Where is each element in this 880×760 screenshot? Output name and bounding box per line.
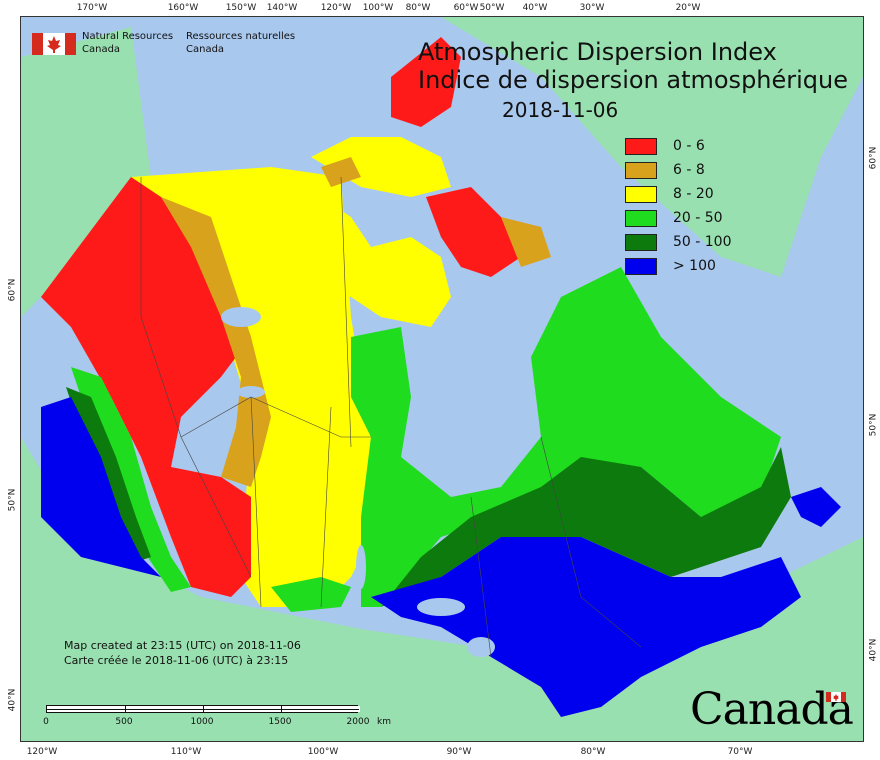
legend-item: 20 - 50 [625,206,732,230]
tick-top: 80°W [405,3,431,13]
prairie-green-patch [271,577,351,612]
scale-unit: km [377,717,391,727]
legend-label: > 100 [673,258,716,274]
tick-bottom: 110°W [170,747,202,757]
tick-top: 60°W [453,3,479,13]
legend-item: > 100 [625,254,732,278]
legend-label: 6 - 8 [673,162,705,178]
baffin-red [426,187,521,277]
legend-swatch [625,257,657,275]
tick-bottom: 100°W [307,747,339,757]
agency-fr-line1: Ressources naturelles [186,31,296,42]
region-20-50-east [351,267,781,607]
legend: 0 - 6 6 - 8 8 - 20 20 - 50 50 - 100 > 100 [625,134,732,278]
legend-swatch [625,233,657,251]
agency-name-en: Natural Resources Canada [82,30,173,56]
hudson-bay [391,317,541,487]
lake-winnipeg [356,545,366,589]
agency-en-line1: Natural Resources [82,31,174,42]
legend-item: 6 - 8 [625,158,732,182]
region-50-100-east [381,447,791,607]
creation-note-fr: Carte créée le 2018-11-06 (UTC) à 23:15 [64,654,289,667]
tick-right: 50°N [868,413,879,437]
wordmark-flag-icon [826,692,846,702]
legend-label: 50 - 100 [673,234,732,250]
region-6-8-west [161,197,271,487]
legend-item: 8 - 20 [625,182,732,206]
legend-swatch [625,185,657,203]
scale-label: 500 [115,717,133,727]
tick-top: 170°W [76,3,108,13]
tick-bottom: 70°W [727,747,753,757]
map-canvas [21,17,863,741]
alaska-land [21,27,151,317]
lake-huron [467,637,495,657]
island-orange-1 [321,157,361,187]
baffin-orange [501,217,551,267]
legend-label: 20 - 50 [673,210,723,226]
tick-right: 60°N [868,146,879,170]
region-over-100-east [371,537,801,717]
title-french: Indice de dispersion atmosphérique [418,66,849,94]
province-borders [140,176,642,658]
creation-note: Map created at 23:15 (UTC) on 2018-11-06… [64,638,301,668]
canada-flag-icon [32,33,76,55]
tick-bottom: 120°W [26,747,58,757]
tick-left: 60°N [7,278,18,302]
scale-label: 1500 [268,717,292,727]
northern-islands-yellow [311,137,451,197]
tick-left: 40°N [7,688,18,712]
scale-label: 2000 [346,717,370,727]
legend-swatch [625,161,657,179]
map-date: 2018-11-06 [502,98,619,122]
great-bear-lake [221,307,261,327]
tick-top: 120°W [320,3,352,13]
tick-top: 150°W [225,3,257,13]
tick-bottom: 80°W [580,747,606,757]
scale-mid-line [47,709,359,710]
tick-top: 100°W [362,3,394,13]
maritimes-blue [791,487,841,527]
tick-top: 50°W [479,3,505,13]
tick-top: 20°W [675,3,701,13]
legend-item: 50 - 100 [625,230,732,254]
great-slave-lake [237,386,265,398]
tick-top: 40°W [522,3,548,13]
scale-label: 0 [43,717,49,727]
map-frame [20,16,864,742]
ellesmere-red [391,37,461,127]
legend-swatch [625,209,657,227]
tick-top: 140°W [266,3,298,13]
agency-name-fr: Ressources naturelles Canada [186,30,295,56]
agency-en-line2: Canada [82,44,121,55]
region-over-100-west [41,397,161,577]
title-english: Atmospheric Dispersion Index [418,38,777,66]
legend-label: 0 - 6 [673,138,705,154]
creation-note-en: Map created at 23:15 (UTC) on 2018-11-06 [64,639,301,652]
tick-top: 30°W [579,3,605,13]
region-0-6-west [41,177,251,597]
legend-swatch [625,137,657,155]
legend-item: 0 - 6 [625,134,732,158]
tick-bottom: 90°W [446,747,472,757]
tick-top: 160°W [167,3,199,13]
scale-bar-track [46,705,360,713]
lake-superior [417,598,465,616]
tick-left: 50°N [7,488,18,512]
tick-right: 40°N [868,638,879,662]
scale-label: 1000 [190,717,214,727]
legend-label: 8 - 20 [673,186,714,202]
agency-fr-line2: Canada [186,44,225,55]
arctic-islands [241,187,451,327]
